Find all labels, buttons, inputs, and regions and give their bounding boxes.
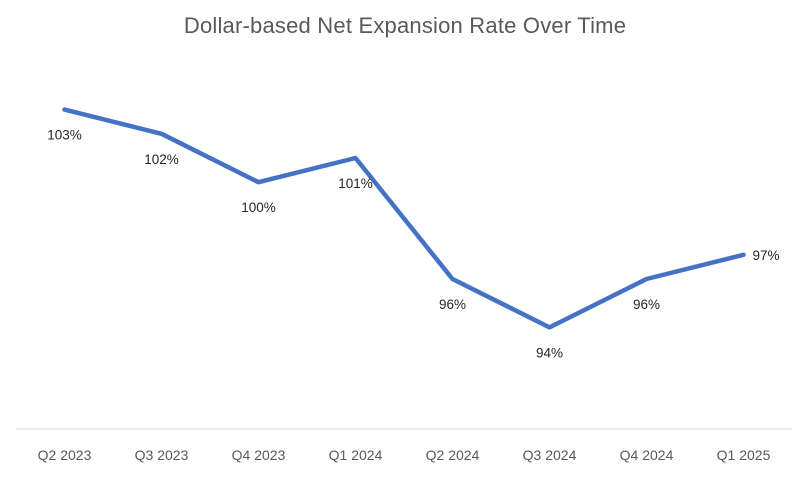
x-axis-label: Q3 2024	[523, 447, 577, 463]
data-point-label: 102%	[144, 152, 179, 167]
x-axis-label: Q4 2023	[232, 447, 286, 463]
data-point-label: 103%	[47, 128, 82, 143]
chart-title: Dollar-based Net Expansion Rate Over Tim…	[183, 13, 627, 38]
x-axis-label: Q2 2023	[38, 447, 92, 463]
data-point-label: 100%	[241, 200, 276, 215]
x-axis-label: Q1 2025	[717, 447, 771, 463]
series-line	[62, 107, 746, 330]
x-axis-label: Q1 2024	[329, 447, 383, 463]
x-axis-label: Q3 2023	[135, 447, 189, 463]
data-point-label: 101%	[338, 176, 373, 191]
x-axis-label: Q4 2024	[620, 447, 674, 463]
data-point-label: 96%	[439, 297, 466, 312]
x-axis-label: Q2 2024	[426, 447, 480, 463]
data-point-label: 94%	[536, 345, 563, 360]
data-point-label: 96%	[633, 297, 660, 312]
data-point-label: 97%	[753, 248, 780, 263]
